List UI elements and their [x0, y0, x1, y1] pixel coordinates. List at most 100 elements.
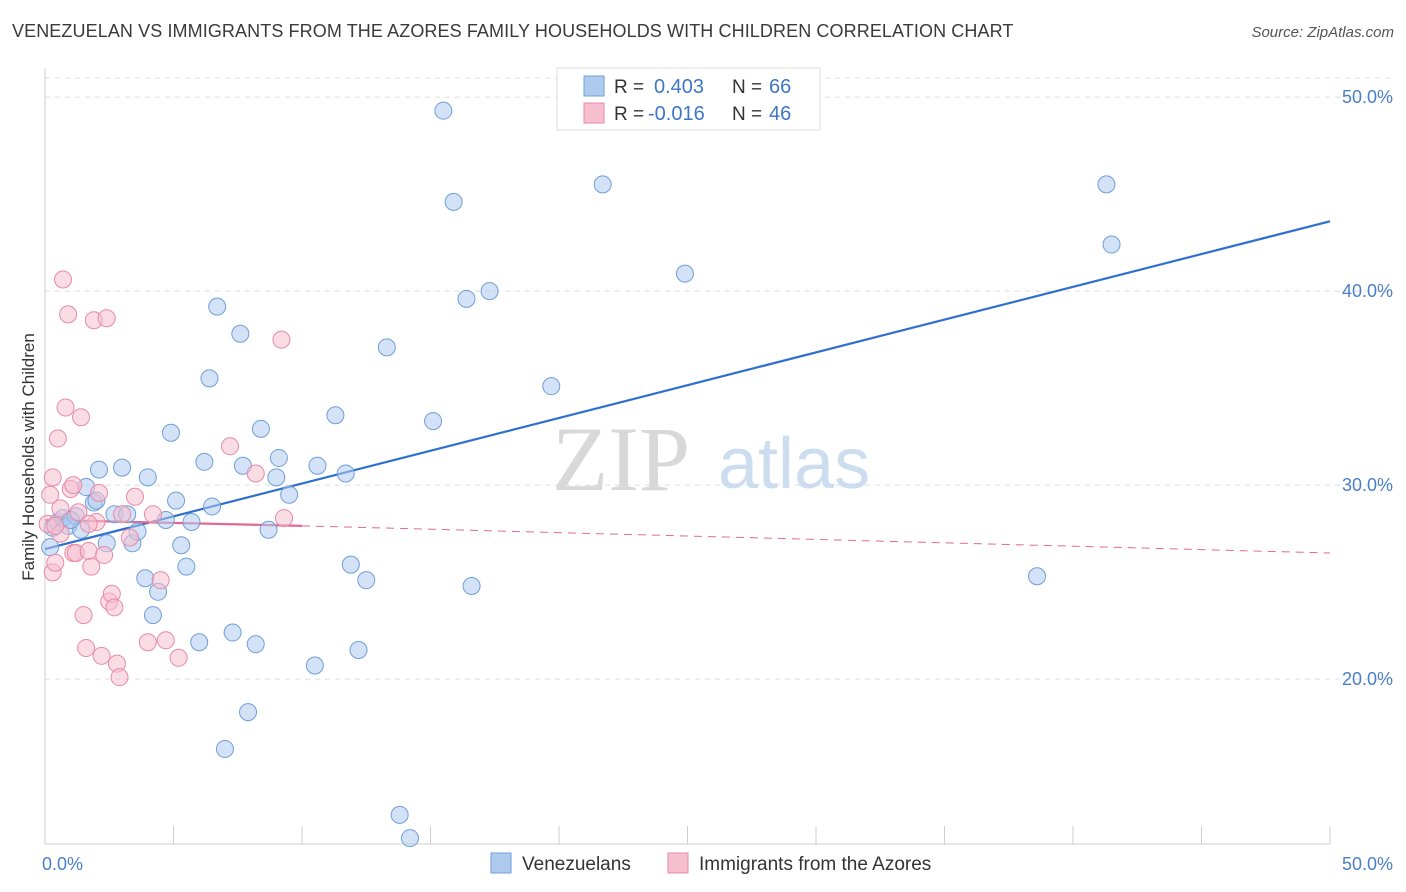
venezuelan-point-12 — [113, 458, 132, 477]
azores-point-30 — [120, 528, 139, 547]
azores-point-44 — [95, 545, 114, 564]
azores-point-42 — [64, 476, 83, 495]
watermark-atlas: atlas — [718, 424, 870, 504]
azores-point-16 — [77, 639, 96, 658]
venezuelan-point-60 — [675, 264, 694, 283]
legend-swatch-azores — [583, 102, 605, 124]
azores-point-5 — [48, 429, 67, 448]
azores-point-14 — [71, 408, 90, 427]
venezuelan-point-32 — [223, 623, 242, 642]
venezuelan-point-58 — [542, 377, 561, 396]
azores-point-2 — [43, 468, 62, 487]
venezuelan-point-43 — [308, 456, 327, 475]
venezuelan-point-30 — [208, 297, 227, 316]
azores-point-26 — [105, 598, 124, 617]
venezuelan-trend-line-0 — [44, 220, 1331, 551]
venezuelan-point-36 — [246, 635, 265, 654]
azores-point-4 — [46, 553, 65, 572]
venezuelan-point-59 — [593, 175, 612, 194]
azores-point-1 — [41, 485, 60, 504]
venezuelan-point-62 — [1097, 175, 1116, 194]
venezuelan-point-51 — [400, 829, 419, 848]
azores-point-32 — [138, 633, 157, 652]
azores-point-9 — [59, 305, 78, 324]
venezuelan-point-35 — [239, 703, 258, 722]
y-tick-label-0: 20.0% — [1342, 669, 1393, 689]
venezuelan-point-28 — [200, 369, 219, 388]
venezuelan-point-33 — [231, 324, 250, 343]
bottom-legend-swatch-azores — [667, 852, 689, 874]
axes-layer — [44, 68, 1331, 845]
venezuelan-point-57 — [480, 282, 499, 301]
venezuelan-point-46 — [341, 555, 360, 574]
venezuelan-point-45 — [336, 464, 355, 483]
azores-point-45 — [79, 514, 98, 533]
venezuelan-point-38 — [259, 520, 278, 539]
legend-r-label-1: R = — [614, 77, 644, 98]
azores-point-29 — [113, 505, 132, 524]
legend-r-value-2: -0.016 — [648, 103, 705, 125]
y-axis-title: Family Households with Children — [19, 333, 38, 581]
azores-point-8 — [56, 398, 75, 417]
venezuelan-point-42 — [305, 656, 324, 675]
watermark: ZIP atlas — [552, 408, 870, 510]
azores-point-17 — [79, 542, 98, 561]
azores-point-36 — [169, 648, 188, 667]
venezuelan-point-54 — [444, 192, 463, 211]
legend-n-label-2: N = — [732, 104, 762, 125]
venezuelan-point-61 — [1028, 567, 1047, 586]
azores-point-43 — [46, 516, 65, 535]
legend-r-value-1: 0.403 — [654, 76, 704, 98]
points-layer — [38, 101, 1121, 848]
bottom-legend-label-venezuelans: Venezuelans — [522, 854, 631, 875]
venezuelan-point-53 — [434, 101, 453, 120]
venezuelan-point-49 — [377, 338, 396, 357]
venezuelan-point-39 — [267, 468, 286, 487]
azores-point-28 — [110, 668, 129, 687]
azores-point-38 — [246, 464, 265, 483]
azores-point-21 — [89, 483, 108, 502]
venezuelan-point-44 — [326, 406, 345, 425]
azores-point-22 — [92, 646, 111, 665]
venezuelan-point-37 — [251, 419, 270, 438]
chart-title: VENEZUELAN VS IMMIGRANTS FROM THE AZORES… — [12, 21, 1014, 41]
venezuelan-point-16 — [136, 569, 155, 588]
venezuelan-point-18 — [143, 606, 162, 625]
venezuelan-point-50 — [390, 805, 409, 824]
series-legend: Venezuelans Immigrants from the Azores — [490, 852, 931, 875]
azores-point-33 — [143, 505, 162, 524]
venezuelan-point-63 — [1102, 235, 1121, 254]
legend-n-value-2: 46 — [769, 103, 791, 125]
venezuelan-point-21 — [161, 423, 180, 442]
venezuelan-point-47 — [349, 641, 368, 659]
venezuelan-point-26 — [190, 633, 209, 652]
azores-point-23 — [97, 309, 116, 328]
x-tick-label-min: 0.0% — [42, 854, 83, 874]
venezuelan-point-22 — [167, 491, 186, 510]
venezuelan-point-17 — [138, 468, 157, 487]
azores-point-40 — [275, 509, 294, 528]
legend-n-label-1: N = — [732, 77, 762, 98]
venezuelan-point-27 — [195, 452, 214, 471]
venezuelan-point-41 — [280, 485, 299, 504]
legend-r-label-2: R = — [614, 104, 644, 125]
y-tick-label-2: 40.0% — [1342, 281, 1393, 301]
azores-point-39 — [272, 330, 291, 349]
venezuelan-point-31 — [215, 739, 234, 758]
x-tick-label-max: 50.0% — [1342, 854, 1393, 874]
correlation-legend: R = 0.403 N = 66 R = -0.016 N = 46 — [556, 67, 821, 131]
tick-labels: 20.0% 30.0% 40.0% 50.0% 0.0% 50.0% — [42, 87, 1393, 874]
venezuelan-point-25 — [182, 512, 201, 531]
legend-swatch-venezuelans — [583, 75, 605, 97]
bottom-legend-label-azores: Immigrants from the Azores — [699, 854, 931, 875]
azores-point-35 — [156, 631, 175, 650]
y-tick-label-3: 50.0% — [1342, 87, 1393, 107]
azores-point-34 — [151, 571, 170, 590]
y-tick-label-1: 30.0% — [1342, 475, 1393, 495]
grid-layer — [45, 77, 1392, 680]
venezuelan-point-29 — [203, 497, 222, 516]
venezuelan-point-56 — [462, 576, 481, 595]
venezuelan-point-48 — [357, 571, 376, 590]
source-label: Source: ZipAtlas.com — [1251, 24, 1394, 41]
venezuelan-point-52 — [424, 412, 443, 431]
